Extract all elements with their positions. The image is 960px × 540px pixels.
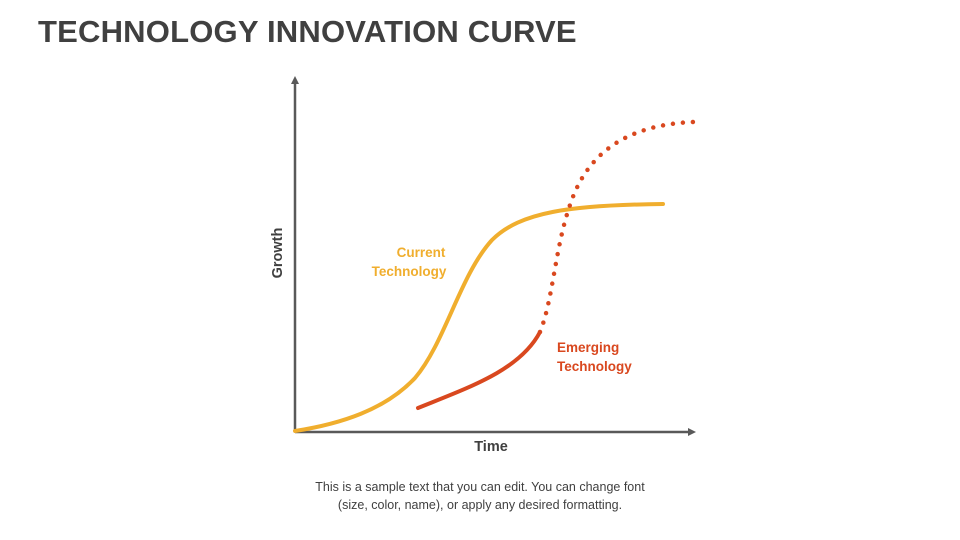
x-axis-label: Time xyxy=(474,439,508,455)
emerging-technology-projection xyxy=(537,119,696,335)
emerging-technology-label-line2: Technology xyxy=(557,359,632,374)
emerging-technology-label-line1: Emerging xyxy=(557,340,619,355)
caption-line2: (size, color, name), or apply any desire… xyxy=(337,498,623,512)
current-technology-label-line1: Current xyxy=(397,245,446,260)
caption: This is a sample text that you can edit.… xyxy=(280,478,680,514)
current-technology-label-line2: Technology xyxy=(372,264,447,279)
y-axis-label: Growth xyxy=(270,228,286,279)
page-title: TECHNOLOGY INNOVATION CURVE xyxy=(38,14,577,49)
current-technology-curve xyxy=(293,202,665,433)
caption-line1: This is a sample text that you can edit.… xyxy=(315,480,645,494)
emerging-technology-curve xyxy=(416,330,542,410)
